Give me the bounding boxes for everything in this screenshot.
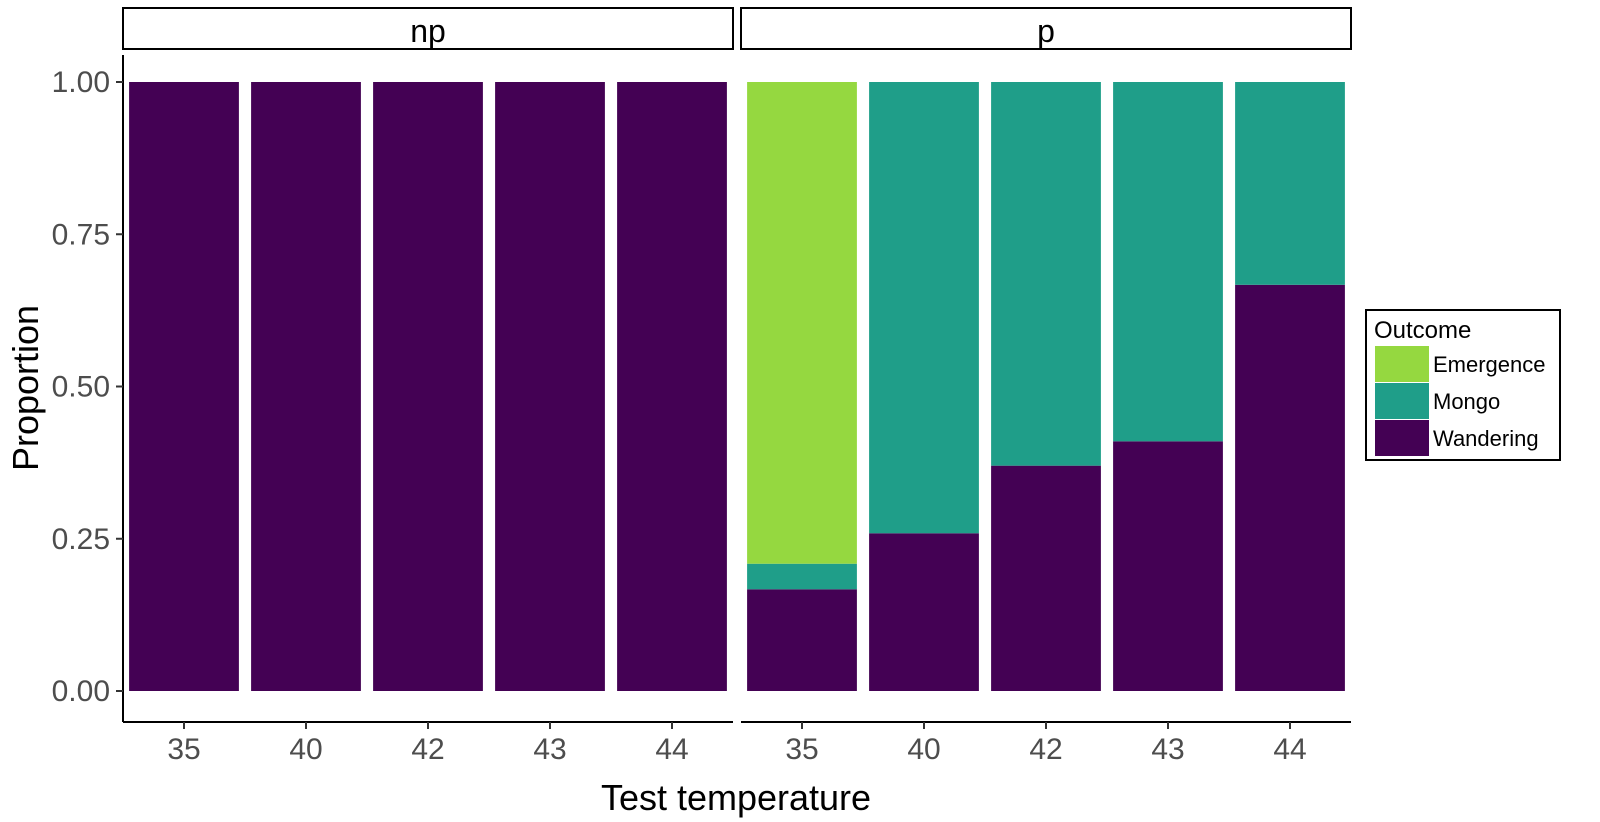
x-tick-label: 44 [1273,733,1306,766]
x-axis-title: Test temperature [601,777,871,818]
bar-np-35-wandering [129,82,239,691]
bar-p-42-wandering [991,465,1101,691]
x-tick-label: 43 [533,733,566,766]
bar-p-44-wandering [1235,284,1345,691]
facet-strip-label: np [410,13,446,49]
legend-label: Mongo [1433,389,1500,414]
bar-p-40-mongo [869,82,979,534]
x-tick-label: 40 [289,733,322,766]
y-axis-title: Proportion [5,305,46,471]
x-tick-label: 40 [907,733,940,766]
legend: Outcome Emergence Mongo Wandering [1365,309,1561,461]
bar-np-40-wandering [251,82,361,691]
legend-title: Outcome [1374,317,1471,344]
legend-label: Wandering [1433,426,1539,451]
legend-item-emergence: Emergence [1375,346,1546,382]
y-tick-label: 0.00 [52,675,110,708]
y-tick-label: 0.75 [52,218,110,251]
facet-strip [122,7,734,50]
legend-item-mongo: Mongo [1375,383,1500,419]
legend-swatch [1375,346,1429,382]
facet-strip [740,7,1352,50]
facet-panel-p: p 35 40 42 43 44 [740,7,1352,766]
facet-panel-np: np 35 40 42 43 44 [122,7,734,766]
facet-strip-label: p [1037,13,1055,49]
bar-p-35-emergence [747,82,857,564]
legend-items: Emergence Mongo Wandering [1375,346,1546,456]
legend-item-wandering: Wandering [1375,420,1539,456]
facet-panels: np 35 40 42 43 44 p 35 40 42 43 44 [122,7,1352,766]
bar-p-44-mongo [1235,82,1345,285]
x-tick-label: 43 [1151,733,1184,766]
y-tick-label: 0.50 [52,371,110,404]
y-tick-label: 0.25 [52,523,110,556]
legend-swatch [1375,383,1429,419]
x-tick-label: 42 [411,733,444,766]
bar-p-43-wandering [1113,441,1223,691]
bar-p-42-mongo [991,82,1101,466]
bar-p-40-wandering [869,533,979,691]
legend-label: Emergence [1433,352,1546,377]
y-tick-label: 1.00 [52,66,110,99]
bar-np-44-wandering [617,82,727,691]
y-axis: 0.00 0.25 0.50 0.75 1.00 [52,55,124,722]
bar-p-35-wandering [747,589,857,691]
bar-np-42-wandering [373,82,483,691]
x-tick-label: 35 [785,733,818,766]
x-tick-label: 42 [1029,733,1062,766]
x-tick-label: 35 [167,733,200,766]
bar-p-43-mongo [1113,82,1223,442]
bar-p-35-mongo [747,563,857,590]
bar-np-43-wandering [495,82,605,691]
x-tick-label: 44 [655,733,688,766]
legend-swatch [1375,420,1429,456]
